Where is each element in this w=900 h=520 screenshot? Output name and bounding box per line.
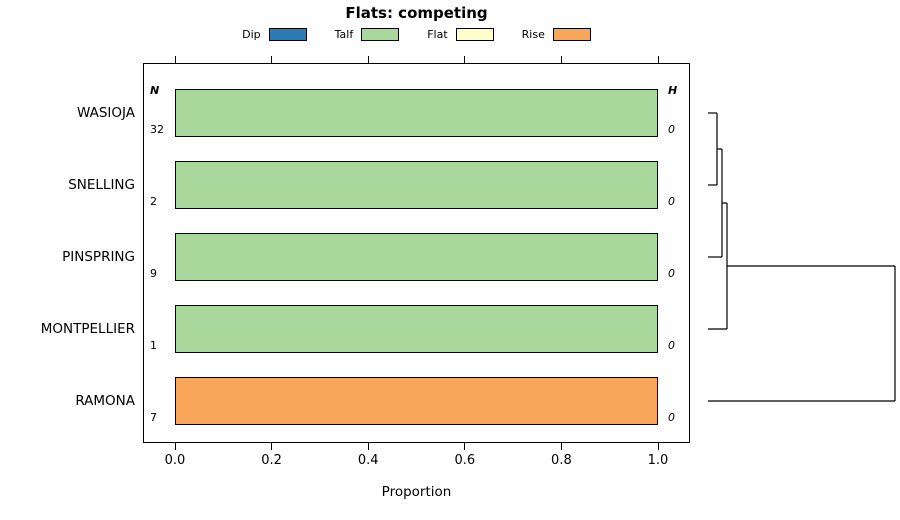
- y-axis-label: PINSPRING: [62, 249, 135, 265]
- x-tick-label: 0.0: [164, 453, 186, 468]
- h-value: 0: [668, 411, 675, 424]
- bar-row: [175, 233, 658, 281]
- bar-segment-rise: [175, 377, 658, 425]
- h-value: 0: [668, 123, 675, 136]
- x-axis-tick: [464, 443, 466, 450]
- legend-label: Talf: [334, 27, 354, 41]
- x-tick-label: 0.4: [357, 453, 379, 468]
- x-axis-tick: [367, 443, 369, 450]
- h-column-header: H: [668, 84, 678, 97]
- n-value: 9: [150, 267, 157, 280]
- x-axis-tick-top: [367, 56, 369, 63]
- x-tick-label: 1.0: [647, 453, 669, 468]
- chart-title: Flats: competing: [345, 4, 488, 22]
- x-axis-tick-top: [271, 56, 273, 63]
- x-axis-tick: [560, 443, 562, 450]
- y-axis-label: MONTPELLIER: [40, 321, 135, 337]
- n-value: 1: [150, 339, 157, 352]
- legend-item-rise: Rise: [521, 27, 591, 41]
- bar-segment-talf: [175, 305, 658, 353]
- legend-swatch-dip: [268, 27, 307, 41]
- legend: Dip Talf Flat Rise: [143, 26, 690, 42]
- x-axis-tick: [657, 443, 659, 450]
- y-axis-label: RAMONA: [75, 393, 135, 409]
- bar-segment-talf: [175, 89, 658, 137]
- bar-segment-talf: [175, 161, 658, 209]
- bar-row: [175, 89, 658, 137]
- h-value: 0: [668, 267, 675, 280]
- x-axis-tick: [271, 443, 273, 450]
- legend-label: Rise: [521, 27, 545, 41]
- x-axis-tick: [174, 443, 176, 450]
- bar-row: [175, 305, 658, 353]
- x-axis-tick-top: [657, 56, 659, 63]
- y-axis-label: WASIOJA: [76, 105, 135, 121]
- bar-segment-talf: [175, 233, 658, 281]
- legend-label: Flat: [427, 27, 448, 41]
- x-axis-tick-top: [464, 56, 466, 63]
- legend-item-flat: Flat: [427, 27, 494, 41]
- h-value: 0: [668, 195, 675, 208]
- n-value: 2: [150, 195, 157, 208]
- n-value: 32: [150, 123, 164, 136]
- bar-row: [175, 161, 658, 209]
- legend-item-dip: Dip: [242, 27, 307, 41]
- x-axis-tick-top: [560, 56, 562, 63]
- x-tick-label: 0.6: [454, 453, 476, 468]
- x-tick-label: 0.8: [551, 453, 572, 468]
- legend-label: Dip: [242, 27, 261, 41]
- legend-item-talf: Talf: [334, 27, 400, 41]
- y-axis-label: SNELLING: [68, 177, 135, 193]
- legend-swatch-talf: [361, 27, 400, 41]
- legend-swatch-rise: [552, 27, 591, 41]
- legend-swatch-flat: [455, 27, 494, 41]
- x-axis-label: Proportion: [381, 484, 452, 500]
- x-axis-tick-top: [174, 56, 176, 63]
- n-value: 7: [150, 411, 157, 424]
- h-value: 0: [668, 339, 675, 352]
- bar-row: [175, 377, 658, 425]
- x-tick-label: 0.2: [261, 453, 282, 468]
- n-column-header: N: [150, 84, 160, 97]
